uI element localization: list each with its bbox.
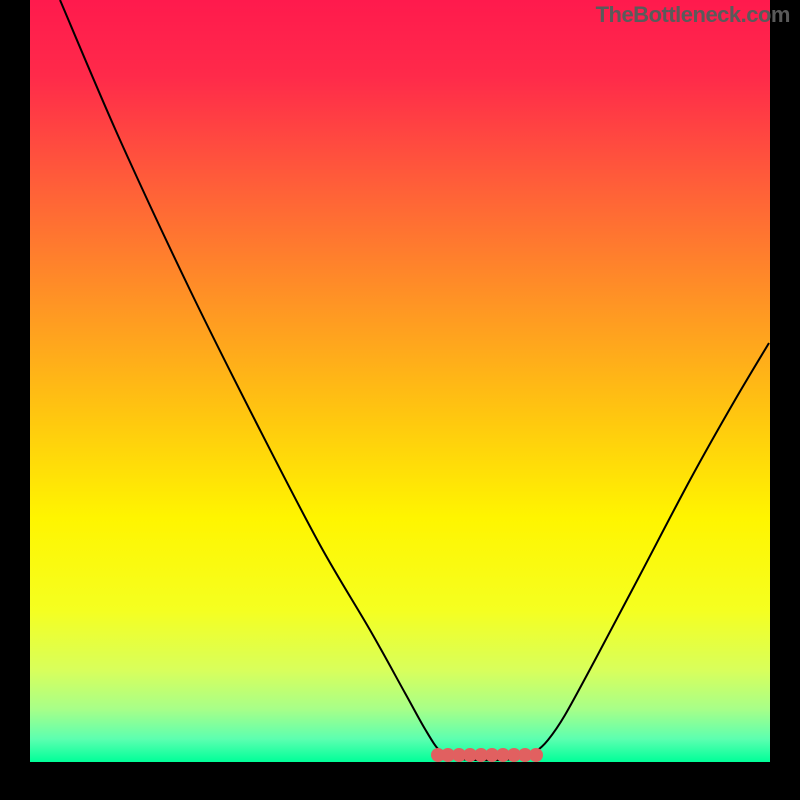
frame-bottom [0,762,800,800]
plot-svg [0,0,800,800]
watermark-text: TheBottleneck.com [596,2,790,28]
gradient-backdrop [30,0,770,762]
frame-right [770,0,800,800]
chart-container: TheBottleneck.com [0,0,800,800]
frame-left [0,0,30,800]
bottom-marker-dot [529,748,543,762]
